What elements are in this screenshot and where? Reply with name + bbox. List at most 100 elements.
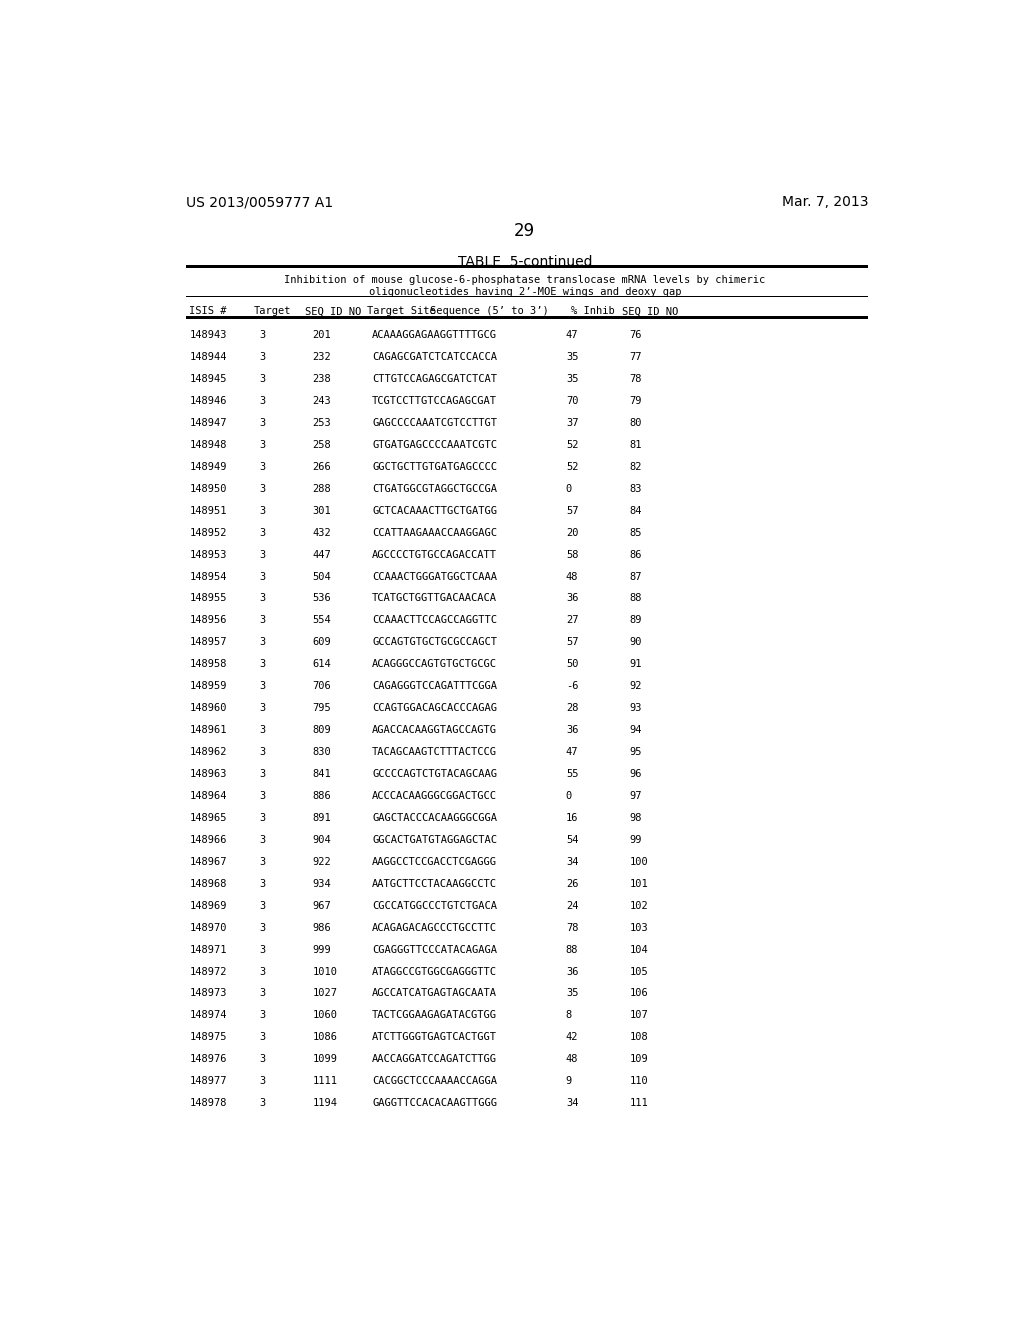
Text: 37: 37 xyxy=(566,418,579,428)
Text: 904: 904 xyxy=(312,834,331,845)
Text: AACCAGGATCCAGATCTTGG: AACCAGGATCCAGATCTTGG xyxy=(372,1055,497,1064)
Text: ATCTTGGGTGAGTCACTGGT: ATCTTGGGTGAGTCACTGGT xyxy=(372,1032,497,1043)
Text: AATGCTTCCTACAAGGCCTC: AATGCTTCCTACAAGGCCTC xyxy=(372,879,497,888)
Text: 148955: 148955 xyxy=(189,594,226,603)
Text: 3: 3 xyxy=(259,681,265,692)
Text: 3: 3 xyxy=(259,747,265,758)
Text: 609: 609 xyxy=(312,638,331,647)
Text: 8: 8 xyxy=(566,1010,572,1020)
Text: 3: 3 xyxy=(259,374,265,384)
Text: 201: 201 xyxy=(312,330,331,341)
Text: 148963: 148963 xyxy=(189,770,226,779)
Text: 55: 55 xyxy=(566,770,579,779)
Text: 110: 110 xyxy=(630,1076,648,1086)
Text: Target: Target xyxy=(254,306,291,317)
Text: 105: 105 xyxy=(630,966,648,977)
Text: 148952: 148952 xyxy=(189,528,226,537)
Text: 109: 109 xyxy=(630,1055,648,1064)
Text: 447: 447 xyxy=(312,549,331,560)
Text: 3: 3 xyxy=(259,1098,265,1109)
Text: AGCCATCATGAGTAGCAATA: AGCCATCATGAGTAGCAATA xyxy=(372,989,497,998)
Text: CAGAGGGTCCAGATTTCGGA: CAGAGGGTCCAGATTTCGGA xyxy=(372,681,497,692)
Text: 3: 3 xyxy=(259,704,265,713)
Text: 148945: 148945 xyxy=(189,374,226,384)
Bar xyxy=(186,265,868,268)
Text: 95: 95 xyxy=(630,747,642,758)
Text: 26: 26 xyxy=(566,879,579,888)
Text: CCAGTGGACAGCACCCAGAG: CCAGTGGACAGCACCCAGAG xyxy=(372,704,497,713)
Text: 841: 841 xyxy=(312,770,331,779)
Text: 28: 28 xyxy=(566,704,579,713)
Text: Inhibition of mouse glucose-6-phosphatase translocase mRNA levels by chimeric: Inhibition of mouse glucose-6-phosphatas… xyxy=(285,276,765,285)
Text: 52: 52 xyxy=(566,440,579,450)
Text: 98: 98 xyxy=(630,813,642,822)
Text: 0: 0 xyxy=(566,791,572,801)
Text: oligonucleotides having 2’-MOE wings and deoxy gap: oligonucleotides having 2’-MOE wings and… xyxy=(369,286,681,297)
Text: 148971: 148971 xyxy=(189,945,226,954)
Text: 90: 90 xyxy=(630,638,642,647)
Text: US 2013/0059777 A1: US 2013/0059777 A1 xyxy=(186,195,333,210)
Text: GCCCCAGTCTGTACAGCAAG: GCCCCAGTCTGTACAGCAAG xyxy=(372,770,497,779)
Text: 148953: 148953 xyxy=(189,549,226,560)
Text: ACAGAGACAGCCCTGCCTTC: ACAGAGACAGCCCTGCCTTC xyxy=(372,923,497,933)
Text: GTGATGAGCCCCAAATCGTC: GTGATGAGCCCCAAATCGTC xyxy=(372,440,497,450)
Text: 107: 107 xyxy=(630,1010,648,1020)
Text: 102: 102 xyxy=(630,900,648,911)
Text: 57: 57 xyxy=(566,638,579,647)
Text: 148947: 148947 xyxy=(189,418,226,428)
Text: 614: 614 xyxy=(312,659,331,669)
Text: 1086: 1086 xyxy=(312,1032,338,1043)
Text: TCATGCTGGTTGACAACACA: TCATGCTGGTTGACAACACA xyxy=(372,594,497,603)
Text: 3: 3 xyxy=(259,572,265,582)
Text: CCAAACTGGGATGGCTCAAA: CCAAACTGGGATGGCTCAAA xyxy=(372,572,497,582)
Text: 288: 288 xyxy=(312,483,331,494)
Text: 3: 3 xyxy=(259,506,265,516)
Text: 54: 54 xyxy=(566,834,579,845)
Text: 148948: 148948 xyxy=(189,440,226,450)
Text: 148946: 148946 xyxy=(189,396,226,407)
Text: 35: 35 xyxy=(566,352,579,362)
Text: 0: 0 xyxy=(566,483,572,494)
Text: GAGCTACCCACAAGGGCGGA: GAGCTACCCACAAGGGCGGA xyxy=(372,813,497,822)
Text: ACAAAGGAGAAGGTTTTGCG: ACAAAGGAGAAGGTTTTGCG xyxy=(372,330,497,341)
Text: 301: 301 xyxy=(312,506,331,516)
Text: 3: 3 xyxy=(259,834,265,845)
Text: 148961: 148961 xyxy=(189,725,226,735)
Text: 78: 78 xyxy=(630,374,642,384)
Text: 3: 3 xyxy=(259,483,265,494)
Text: 1099: 1099 xyxy=(312,1055,338,1064)
Text: 3: 3 xyxy=(259,1032,265,1043)
Text: GCTCACAAACTTGCTGATGG: GCTCACAAACTTGCTGATGG xyxy=(372,506,497,516)
Text: 999: 999 xyxy=(312,945,331,954)
Text: 148974: 148974 xyxy=(189,1010,226,1020)
Text: 29: 29 xyxy=(514,222,536,239)
Text: 3: 3 xyxy=(259,594,265,603)
Text: TACAGCAAGTCTTTACTCCG: TACAGCAAGTCTTTACTCCG xyxy=(372,747,497,758)
Text: 58: 58 xyxy=(566,549,579,560)
Text: 76: 76 xyxy=(630,330,642,341)
Text: 1060: 1060 xyxy=(312,1010,338,1020)
Text: 97: 97 xyxy=(630,791,642,801)
Text: 148957: 148957 xyxy=(189,638,226,647)
Text: 148975: 148975 xyxy=(189,1032,226,1043)
Text: 148968: 148968 xyxy=(189,879,226,888)
Text: AGACCACAAGGTAGCCAGTG: AGACCACAAGGTAGCCAGTG xyxy=(372,725,497,735)
Text: 70: 70 xyxy=(566,396,579,407)
Text: 809: 809 xyxy=(312,725,331,735)
Text: 3: 3 xyxy=(259,725,265,735)
Text: 148965: 148965 xyxy=(189,813,226,822)
Text: 89: 89 xyxy=(630,615,642,626)
Text: Sequence (5’ to 3’): Sequence (5’ to 3’) xyxy=(430,306,549,317)
Text: 88: 88 xyxy=(566,945,579,954)
Text: 87: 87 xyxy=(630,572,642,582)
Text: GCCAGTGTGCTGCGCCAGCT: GCCAGTGTGCTGCGCCAGCT xyxy=(372,638,497,647)
Text: 85: 85 xyxy=(630,528,642,537)
Text: 34: 34 xyxy=(566,857,579,867)
Text: 111: 111 xyxy=(630,1098,648,1109)
Text: 9: 9 xyxy=(566,1076,572,1086)
Text: 84: 84 xyxy=(630,506,642,516)
Text: 148950: 148950 xyxy=(189,483,226,494)
Text: 52: 52 xyxy=(566,462,579,471)
Text: 36: 36 xyxy=(566,725,579,735)
Text: 3: 3 xyxy=(259,923,265,933)
